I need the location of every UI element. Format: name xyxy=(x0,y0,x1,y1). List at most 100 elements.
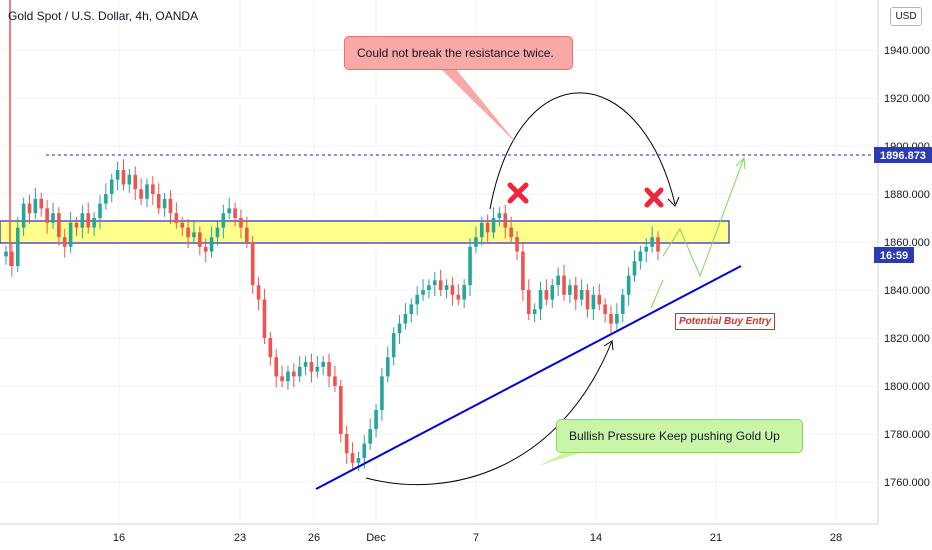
candle-body[interactable] xyxy=(656,237,660,252)
candle-body[interactable] xyxy=(145,184,149,199)
currency-badge[interactable]: USD xyxy=(890,7,922,26)
candle-body[interactable] xyxy=(62,237,67,247)
candle-body[interactable] xyxy=(57,213,61,238)
candle-body[interactable] xyxy=(198,232,202,247)
candle-body[interactable] xyxy=(280,376,284,382)
candle-body[interactable] xyxy=(479,222,484,238)
candle-body[interactable] xyxy=(227,208,232,214)
candle-body[interactable] xyxy=(515,237,519,252)
candle-body[interactable] xyxy=(186,227,190,238)
candle-body[interactable] xyxy=(526,290,531,314)
candle-body[interactable] xyxy=(550,285,555,300)
candle-body[interactable] xyxy=(209,237,214,252)
candle-body[interactable] xyxy=(10,251,14,266)
candle-body[interactable] xyxy=(409,304,414,314)
candle-body[interactable] xyxy=(397,323,402,334)
candle-body[interactable] xyxy=(597,294,602,305)
candle-body[interactable] xyxy=(538,290,543,310)
candle-body[interactable] xyxy=(104,194,108,204)
candle-body[interactable] xyxy=(245,227,249,242)
candle-body[interactable] xyxy=(121,170,126,185)
bullish-arc-arrow[interactable] xyxy=(365,340,613,486)
candle-body[interactable] xyxy=(497,213,502,218)
candle-body[interactable] xyxy=(203,246,208,252)
candle-body[interactable] xyxy=(374,410,378,430)
price-tag-countdown[interactable] xyxy=(874,247,914,263)
candle-body[interactable] xyxy=(391,333,396,358)
candle-body[interactable] xyxy=(432,280,437,286)
candle-body[interactable] xyxy=(15,227,20,266)
candle-body[interactable] xyxy=(74,222,79,228)
candle-body[interactable] xyxy=(485,222,490,233)
candle-body[interactable] xyxy=(644,246,649,252)
candle-body[interactable] xyxy=(151,184,155,194)
candle-body[interactable] xyxy=(344,434,349,454)
candle-body[interactable] xyxy=(156,194,161,209)
candle-body[interactable] xyxy=(626,275,631,295)
candle-body[interactable] xyxy=(415,294,419,305)
candle-body[interactable] xyxy=(274,357,278,377)
candle-body[interactable] xyxy=(503,213,508,228)
candle-body[interactable] xyxy=(33,198,38,214)
candle-body[interactable] xyxy=(109,179,114,194)
candle-body[interactable] xyxy=(133,174,138,190)
candle-body[interactable] xyxy=(321,362,325,367)
callout-bullish[interactable]: Bullish Pressure Keep pushing Gold Up xyxy=(556,419,803,453)
projected-price-path[interactable] xyxy=(662,157,745,278)
candle-body[interactable] xyxy=(356,458,361,463)
candle-body[interactable] xyxy=(286,371,290,382)
candle-body[interactable] xyxy=(450,285,455,295)
candle-body[interactable] xyxy=(4,251,8,257)
candle-body[interactable] xyxy=(327,362,331,377)
price-tag-resistance[interactable] xyxy=(874,147,932,163)
candle-body[interactable] xyxy=(462,285,466,300)
candle-body[interactable] xyxy=(221,213,226,228)
candle-body[interactable] xyxy=(509,227,513,238)
candle-body[interactable] xyxy=(174,213,179,223)
candle-body[interactable] xyxy=(98,203,102,218)
candle-body[interactable] xyxy=(68,222,73,247)
candle-body[interactable] xyxy=(292,371,296,377)
support-trendline[interactable] xyxy=(315,265,742,490)
candle-body[interactable] xyxy=(386,357,390,377)
candle-body[interactable] xyxy=(45,208,49,223)
candle-body[interactable] xyxy=(315,366,320,372)
rejection-marker-1[interactable] xyxy=(507,182,529,204)
candle-body[interactable] xyxy=(168,198,173,214)
candle-body[interactable] xyxy=(380,376,384,410)
candle-body[interactable] xyxy=(256,285,261,300)
rejection-marker-2[interactable] xyxy=(644,187,664,208)
candle-body[interactable] xyxy=(362,443,367,458)
candle-body[interactable] xyxy=(638,251,643,262)
candle-body[interactable] xyxy=(350,453,355,463)
candle-body[interactable] xyxy=(468,246,472,286)
candle-body[interactable] xyxy=(421,290,425,295)
candle-body[interactable] xyxy=(456,294,461,300)
candle-body[interactable] xyxy=(521,251,525,290)
candle-body[interactable] xyxy=(579,290,584,300)
candle-body[interactable] xyxy=(403,314,408,324)
candle-body[interactable] xyxy=(609,314,613,324)
candle-body[interactable] xyxy=(180,222,185,228)
candle-body[interactable] xyxy=(303,362,308,367)
candle-body[interactable] xyxy=(309,362,314,372)
candle-body[interactable] xyxy=(568,285,572,295)
candle-body[interactable] xyxy=(438,280,443,290)
candle-body[interactable] xyxy=(51,213,55,223)
candle-body[interactable] xyxy=(233,208,237,218)
candle-body[interactable] xyxy=(544,290,549,300)
candle-body[interactable] xyxy=(585,290,590,310)
candle-body[interactable] xyxy=(162,198,167,209)
candle-body[interactable] xyxy=(556,275,560,286)
candle-body[interactable] xyxy=(620,294,625,314)
callout-resistance[interactable]: Could not break the resistance twice. xyxy=(344,36,573,70)
resistance-zone[interactable] xyxy=(0,220,730,244)
candle-body[interactable] xyxy=(127,174,132,185)
candle-body[interactable] xyxy=(262,299,267,338)
candle-body[interactable] xyxy=(21,203,26,228)
candle-body[interactable] xyxy=(39,198,44,209)
candle-body[interactable] xyxy=(215,227,220,238)
candle-body[interactable] xyxy=(615,314,619,324)
candle-body[interactable] xyxy=(603,304,607,314)
